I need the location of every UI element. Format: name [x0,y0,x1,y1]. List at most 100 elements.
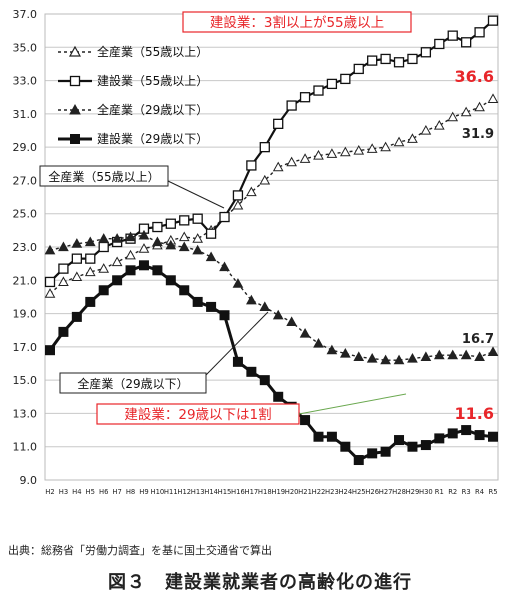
source-note: 出典：総務省「労働力調査」を基に国土交通省で算出 [8,544,272,557]
x-tick-label: H4 [72,488,81,496]
data-point [219,211,230,223]
data-point [407,53,418,65]
x-tick-label: H2 [45,488,54,496]
legend-entry-all-29: 全産業（29歳以下） [58,102,208,117]
data-point [474,27,485,38]
x-tick-label: H25 [352,488,366,496]
series-2 [44,229,499,365]
x-tick-label: H12 [177,488,191,496]
data-point [272,309,284,320]
data-point [112,275,123,286]
data-point [71,238,83,248]
series-line [48,263,494,462]
data-point [58,241,69,252]
y-tick-label: 29.0 [13,141,38,154]
data-point [219,261,230,272]
data-point [165,239,177,250]
data-point [313,337,324,348]
data-point [205,251,217,262]
data-point [488,431,498,442]
data-point [487,93,499,103]
x-tick-label: R3 [462,488,471,496]
end-label-all-55: 31.9 [462,127,494,142]
data-point [98,285,109,296]
data-point [433,349,445,360]
y-tick-label: 37.0 [13,8,38,21]
data-point [393,354,405,365]
data-point [461,37,472,48]
data-point [179,215,190,226]
series-0 [44,93,499,298]
x-tick-label: H14 [204,488,218,496]
data-point [259,301,271,312]
data-point [286,100,297,111]
x-tick-label: H16 [231,488,245,496]
data-point [353,351,365,361]
data-point [353,63,364,75]
data-point [246,160,257,171]
y-tick-label: 19.0 [13,308,38,321]
y-axis-ticks: 9.0 11.0 13.0 15.0 17.0 19.0 21.0 23.0 25.0 27.0 2… [13,8,38,487]
data-point [98,233,110,243]
data-point [232,278,244,288]
data-point [366,352,378,363]
data-point [246,366,257,377]
data-point [84,236,96,247]
x-tick-label: R4 [475,488,484,496]
y-tick-label: 33.0 [13,75,38,88]
data-point [487,15,499,26]
legend-label: 全産業（55歳以上） [97,44,208,59]
data-point [138,229,150,240]
data-point [340,441,351,452]
end-label-const-55: 36.6 [455,67,494,86]
data-point [434,38,445,50]
data-point [380,446,391,457]
data-point [367,55,378,66]
data-point [487,346,499,356]
callout-all-55: 全産業（55歳以上） [39,165,225,209]
data-point [152,265,163,276]
x-tick-label: H19 [271,488,285,496]
x-tick-label: H30 [419,488,433,496]
data-point [232,356,243,367]
data-point [125,231,136,242]
legend-entry-all-55: 全産業（55歳以上） [58,44,208,59]
data-point [138,243,150,253]
legend-label: 全産業（29歳以下） [97,102,208,117]
y-tick-label: 15.0 [13,374,38,387]
y-tick-label: 13.0 [13,407,38,420]
data-point [366,143,378,153]
x-tick-label: H24 [338,488,352,496]
data-point [165,275,176,286]
data-point [460,349,472,360]
data-point [286,156,297,167]
data-point [205,228,217,239]
data-point [179,285,190,296]
figure-caption: 図３ 建設業就業者の高齢化の進行 [108,572,412,593]
data-point [340,73,351,85]
data-point [138,260,149,271]
data-point [246,294,257,305]
data-point [407,352,418,363]
x-tick-label: H17 [244,488,258,496]
data-point [380,354,391,365]
data-point [111,256,123,267]
data-point [246,186,257,197]
x-tick-label: H22 [312,488,326,496]
x-axis-ticks: H2 H3 H4 H5 H6 H7 H8 H9 H10 H11 H12 H13 H14 H15 H16 H17… [45,488,497,496]
data-point [206,301,217,312]
data-point [353,455,364,466]
x-tick-label: H3 [59,488,68,496]
data-point [299,153,311,163]
data-point [420,351,432,361]
data-point [71,311,82,322]
data-point [178,231,190,242]
data-point [71,271,83,282]
series-line [49,98,494,295]
data-point [98,263,110,273]
data-point [111,233,123,243]
data-point [461,425,472,436]
data-point [300,415,311,426]
data-point [339,146,351,157]
line-chart: 9.0 11.0 13.0 15.0 17.0 19.0 21.0 23.0 25.0 27.0 2… [13,8,499,496]
